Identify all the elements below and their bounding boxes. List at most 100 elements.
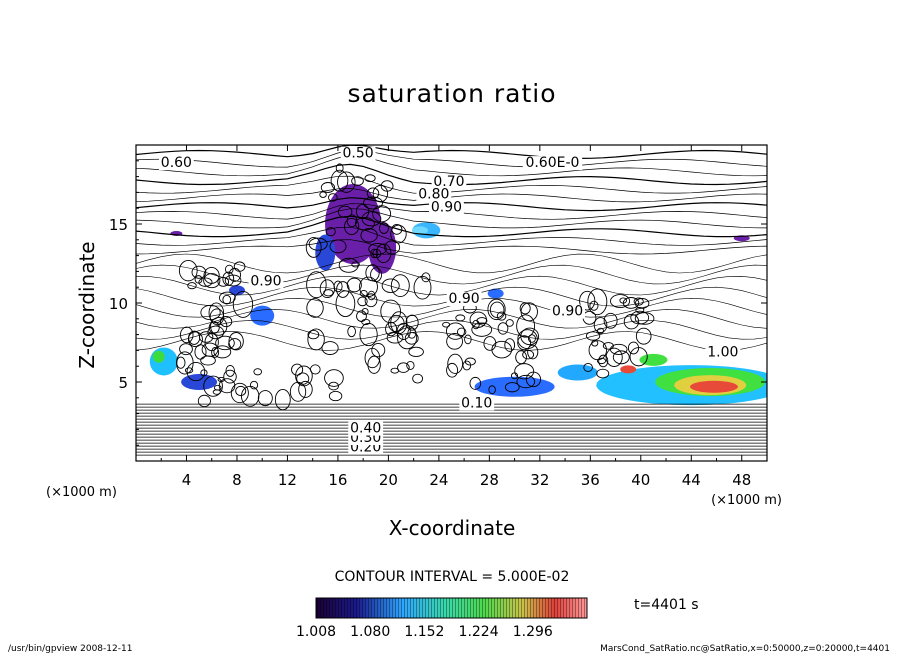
contour-line bbox=[136, 308, 767, 329]
contour-loop bbox=[622, 297, 640, 309]
contour-loop bbox=[219, 316, 233, 328]
y-axis-unit: (×1000 m) bbox=[46, 485, 117, 500]
contour-loop bbox=[472, 319, 480, 330]
contour-loop bbox=[378, 222, 389, 234]
contour-loop bbox=[390, 274, 410, 298]
contour-loop bbox=[635, 327, 652, 345]
contour-loop bbox=[329, 239, 347, 254]
contour-loop bbox=[215, 335, 235, 351]
contour-loop bbox=[597, 327, 605, 335]
contour-loop bbox=[445, 322, 465, 340]
x-tick-label: 4 bbox=[182, 471, 192, 489]
contour-loop bbox=[359, 289, 368, 297]
contour-loop bbox=[446, 333, 463, 350]
contour-loop bbox=[360, 228, 378, 243]
contour-loop bbox=[598, 354, 609, 368]
contour-loop bbox=[179, 326, 194, 344]
contour-loop bbox=[187, 282, 197, 290]
contour-loop bbox=[413, 275, 432, 300]
contour-line bbox=[136, 226, 767, 246]
contour-label-bg bbox=[522, 156, 583, 171]
contour-loop bbox=[225, 364, 235, 377]
contour-loop bbox=[330, 169, 349, 192]
contour-label: 0.90 bbox=[431, 199, 462, 215]
x-tick-label: 24 bbox=[429, 471, 448, 489]
contour-loop bbox=[253, 368, 263, 376]
contour-loop bbox=[346, 277, 362, 293]
contour-loop bbox=[201, 342, 219, 357]
contour-loop bbox=[396, 325, 418, 350]
contour-loop bbox=[527, 334, 536, 343]
contour-loop bbox=[491, 340, 513, 359]
contour-loop bbox=[455, 314, 466, 322]
contour-label: 0.90 bbox=[449, 291, 480, 307]
contour-loop bbox=[381, 278, 400, 293]
contour-loop bbox=[364, 174, 376, 183]
contour-loop bbox=[337, 205, 353, 218]
contour-loop bbox=[372, 184, 389, 203]
contour-label-bg bbox=[431, 175, 467, 190]
contour-loop bbox=[218, 291, 236, 304]
contour-line bbox=[136, 264, 767, 285]
contour-loop bbox=[344, 217, 360, 235]
contour-line bbox=[136, 145, 767, 160]
contour-loop bbox=[178, 259, 198, 282]
y-axis-label: Z-coordinate bbox=[75, 241, 99, 368]
contour-loop bbox=[354, 216, 375, 231]
x-tick-label: 12 bbox=[278, 471, 297, 489]
contour-loop bbox=[367, 290, 376, 301]
contour-loop bbox=[404, 332, 419, 345]
contour-loop bbox=[504, 382, 520, 393]
supersaturated-region bbox=[250, 305, 275, 326]
contour-loop bbox=[385, 321, 398, 337]
contour-loop bbox=[365, 264, 380, 282]
contour-loop bbox=[469, 311, 487, 328]
contour-loop bbox=[176, 356, 186, 369]
contour-loop bbox=[324, 369, 344, 387]
contour-label-bg bbox=[348, 421, 384, 436]
contour-label: 1.00 bbox=[707, 345, 738, 361]
contour-loop bbox=[335, 163, 344, 173]
contour-loop bbox=[390, 224, 407, 244]
contour-loop bbox=[347, 326, 356, 338]
contour-line bbox=[136, 155, 767, 177]
contour-label: 0.90 bbox=[250, 274, 281, 290]
contour-lines bbox=[136, 145, 767, 456]
contour-loop bbox=[390, 367, 400, 374]
contour-loop bbox=[197, 394, 211, 408]
supersaturated-region bbox=[152, 350, 165, 363]
contour-loop bbox=[633, 297, 644, 306]
contour-loop bbox=[213, 384, 222, 391]
contour-loop bbox=[203, 375, 223, 397]
x-tick-label: 20 bbox=[379, 471, 398, 489]
contour-label: 0.70 bbox=[433, 174, 464, 190]
supersaturated-region bbox=[474, 376, 555, 397]
contour-line bbox=[136, 188, 767, 203]
contour-loop bbox=[217, 276, 230, 287]
contour-loop bbox=[421, 272, 431, 283]
contour-loop bbox=[319, 191, 327, 198]
contour-loop bbox=[328, 390, 343, 402]
contour-loop bbox=[228, 338, 242, 350]
contour-loop bbox=[602, 342, 614, 350]
contour-loop bbox=[447, 353, 464, 374]
contour-loop bbox=[412, 373, 424, 384]
contour-loop bbox=[587, 288, 608, 316]
x-tick-label: 36 bbox=[581, 471, 600, 489]
contour-label: 0.60E-0 bbox=[525, 155, 579, 171]
contour-loop bbox=[211, 347, 220, 358]
contour-loop bbox=[306, 298, 324, 318]
contour-label-bg bbox=[550, 304, 586, 319]
contour-loop bbox=[351, 176, 364, 186]
contour-labels: 0.500.60 0.60E-00.700.800.900.900.900.901… bbox=[158, 146, 741, 456]
contour-loop bbox=[605, 347, 623, 367]
contour-loop bbox=[516, 314, 536, 338]
contour-loop bbox=[306, 271, 327, 299]
contour-loop bbox=[179, 343, 193, 356]
contour-loop bbox=[194, 275, 203, 284]
x-tick-label: 40 bbox=[631, 471, 650, 489]
x-tick-label: 8 bbox=[232, 471, 242, 489]
contour-label-bg bbox=[248, 274, 284, 289]
colorbar-tick-label: 1.152 bbox=[404, 624, 444, 640]
colorbar-hatching bbox=[316, 598, 587, 618]
